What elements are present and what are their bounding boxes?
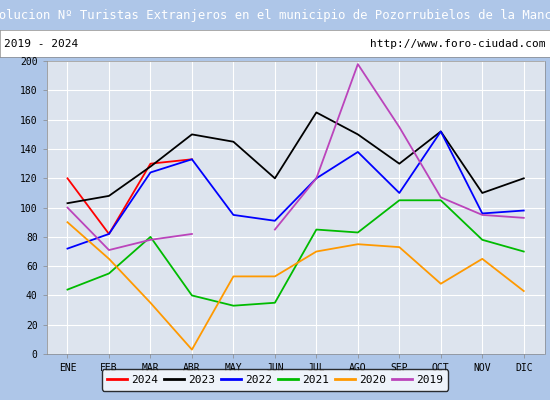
Legend: 2024, 2023, 2022, 2021, 2020, 2019: 2024, 2023, 2022, 2021, 2020, 2019 xyxy=(102,370,448,390)
Text: 2019 - 2024: 2019 - 2024 xyxy=(4,39,79,49)
Text: Evolucion Nº Turistas Extranjeros en el municipio de Pozorrubielos de la Mancha: Evolucion Nº Turistas Extranjeros en el … xyxy=(0,8,550,22)
Text: http://www.foro-ciudad.com: http://www.foro-ciudad.com xyxy=(370,39,546,49)
